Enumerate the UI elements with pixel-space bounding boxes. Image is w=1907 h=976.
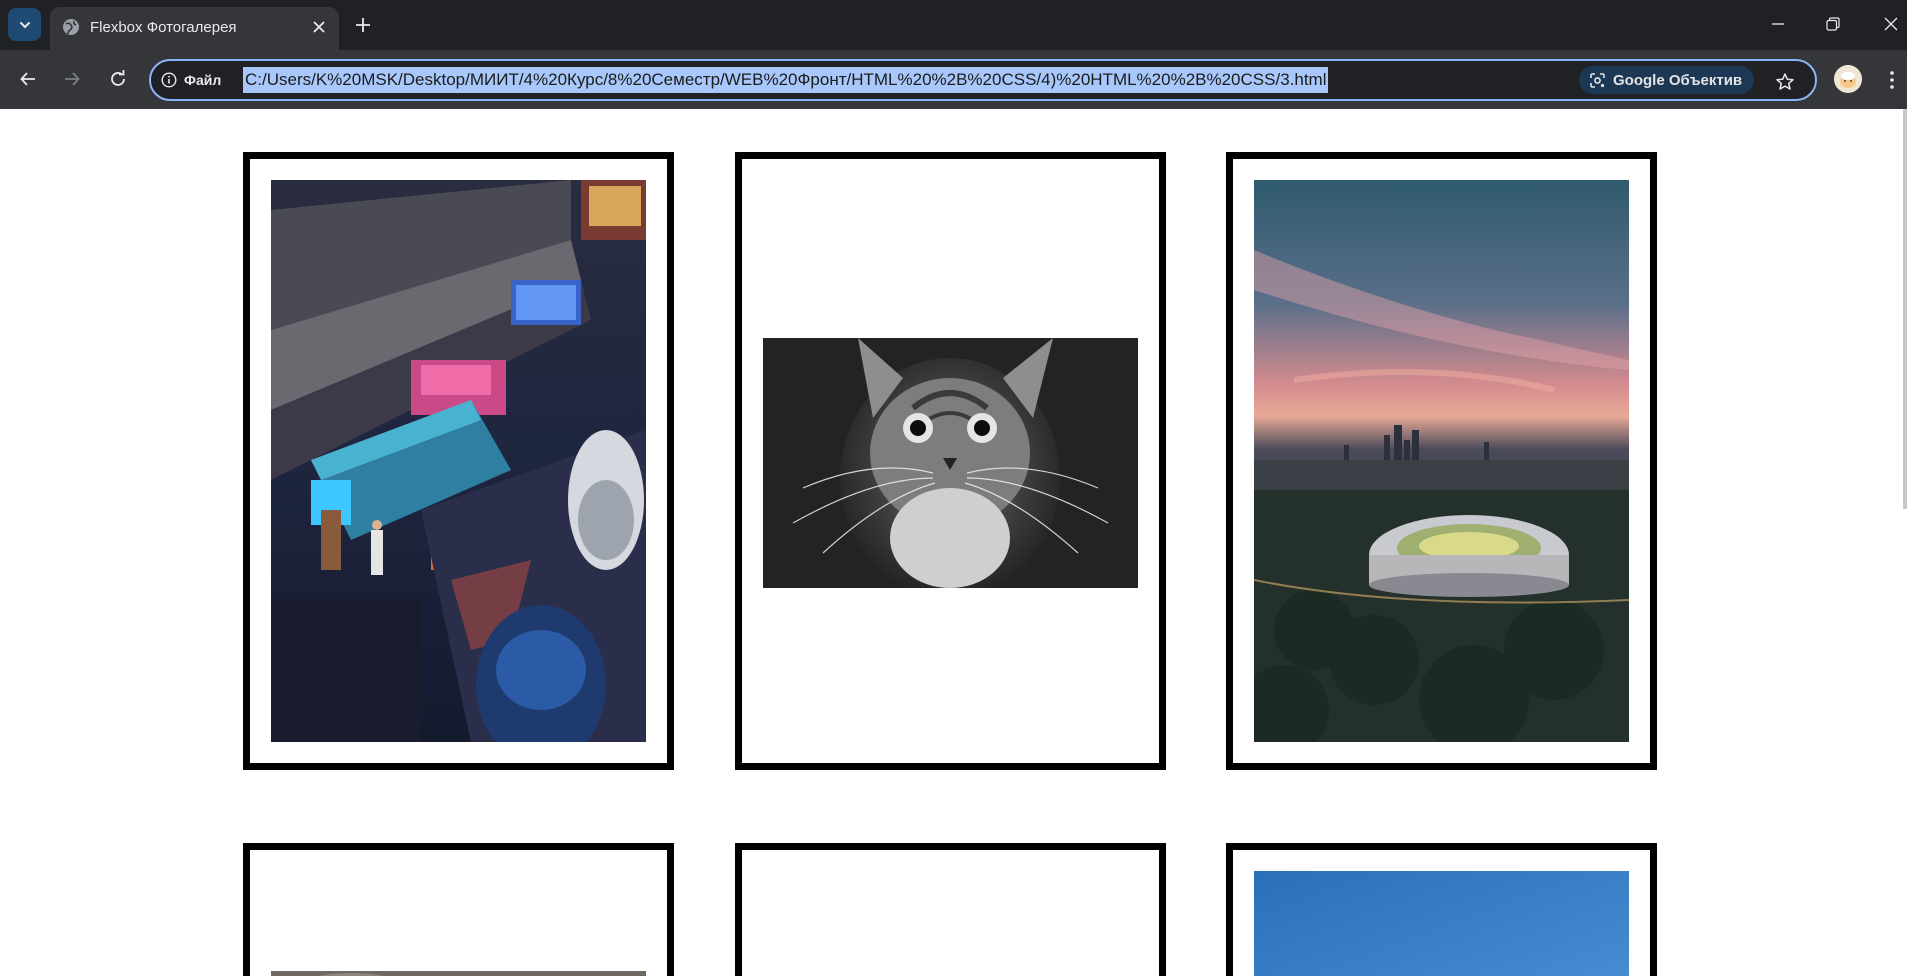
- browser-toolbar: Файл C:/Users/K%20MSK/Desktop/МИИТ/4%20К…: [0, 50, 1907, 109]
- address-bar[interactable]: Файл C:/Users/K%20MSK/Desktop/МИИТ/4%20К…: [149, 59, 1817, 101]
- info-icon: [161, 72, 177, 88]
- tab-active[interactable]: Flexbox Фотогалерея: [50, 7, 339, 50]
- globe-icon: [63, 19, 79, 35]
- reload-icon: [111, 70, 125, 86]
- chevron-down-icon: [19, 21, 30, 28]
- tab-title: Flexbox Фотогалерея: [90, 19, 237, 36]
- stadium-city-sunset-photo: [1254, 180, 1629, 742]
- black-white-cat-photo: [763, 338, 1138, 588]
- gallery-photo[interactable]: [1254, 871, 1629, 976]
- profile-avatar[interactable]: [1834, 65, 1862, 93]
- google-lens-button[interactable]: Google Объектив: [1579, 66, 1755, 94]
- page-viewport: [0, 109, 1907, 976]
- page-scrollbar[interactable]: [1903, 109, 1907, 509]
- gallery-card: [735, 843, 1166, 976]
- gallery-card: [243, 152, 674, 770]
- back-button[interactable]: [13, 64, 43, 94]
- avatar-icon: [1834, 65, 1862, 93]
- minimize-icon: [1772, 23, 1784, 25]
- gallery-photo[interactable]: [271, 180, 646, 742]
- restore-button[interactable]: [1816, 8, 1850, 40]
- gallery-photo[interactable]: [1254, 180, 1629, 742]
- more-vertical-icon: [1890, 71, 1894, 89]
- close-icon: [1884, 17, 1898, 31]
- minimize-button[interactable]: [1761, 8, 1795, 40]
- gallery-card: [735, 152, 1166, 770]
- star-icon: [1776, 73, 1794, 90]
- browser-menu-button[interactable]: [1880, 66, 1904, 94]
- photo-4: [271, 971, 646, 976]
- lens-icon: [1590, 72, 1605, 88]
- forward-button[interactable]: [57, 64, 87, 94]
- google-lens-label: Google Объектив: [1613, 71, 1743, 89]
- site-chip-label: Файл: [184, 72, 222, 88]
- reload-button[interactable]: [103, 64, 133, 94]
- arrow-left-icon: [20, 72, 35, 86]
- neon-street-photo: [271, 180, 646, 742]
- arrow-right-icon: [65, 72, 80, 86]
- site-info-chip[interactable]: Файл: [161, 68, 221, 92]
- gallery-photo[interactable]: [763, 338, 1138, 588]
- tab-search-button[interactable]: [8, 8, 41, 41]
- bookmark-button[interactable]: [1771, 68, 1799, 96]
- plus-icon: [356, 18, 370, 32]
- tab-strip: Flexbox Фотогалерея: [0, 0, 1907, 50]
- blue-sky-photo: [1254, 871, 1629, 976]
- gallery-card: [243, 843, 674, 976]
- new-tab-button[interactable]: [350, 12, 376, 38]
- gallery-card: [1226, 843, 1657, 976]
- url-text[interactable]: C:/Users/K%20MSK/Desktop/МИИТ/4%20Курс/8…: [243, 67, 1329, 93]
- gallery-card: [1226, 152, 1657, 770]
- gallery-photo[interactable]: [271, 971, 646, 976]
- tab-close-button[interactable]: [308, 16, 330, 38]
- restore-icon: [1826, 17, 1840, 31]
- close-window-button[interactable]: [1874, 8, 1907, 40]
- close-icon: [313, 21, 325, 33]
